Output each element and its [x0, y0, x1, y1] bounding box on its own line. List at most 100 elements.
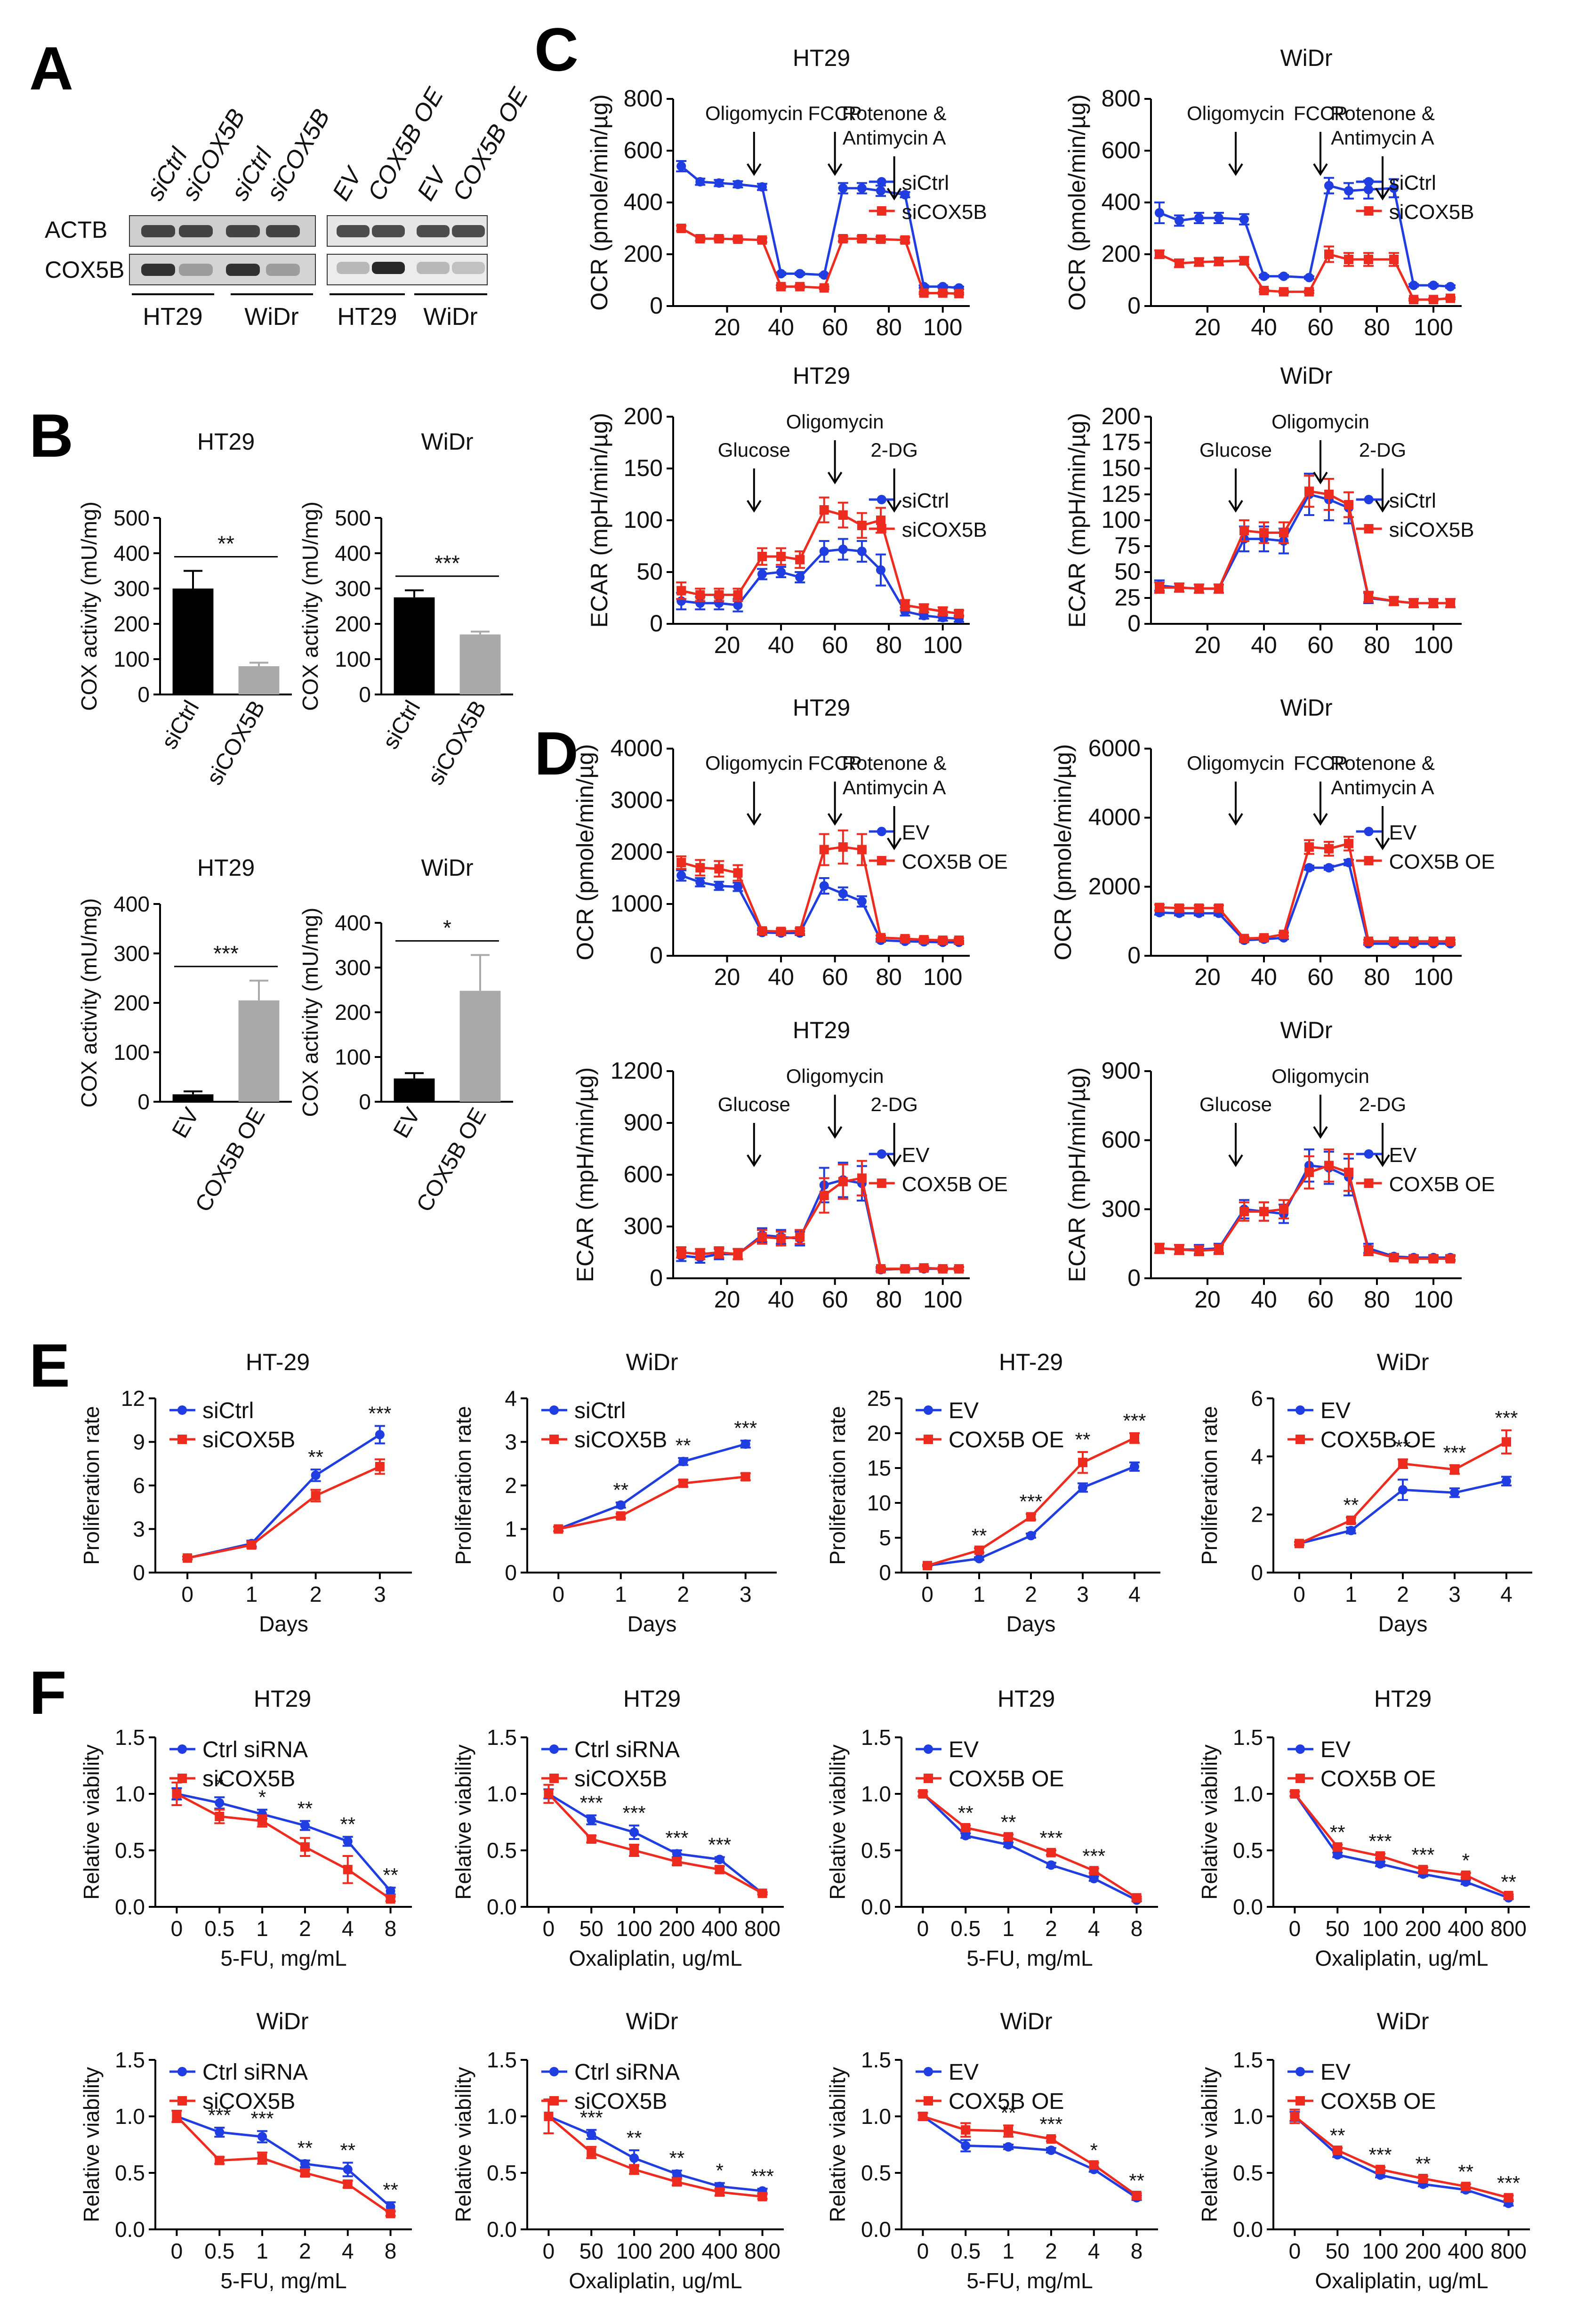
injection-label: Antimycin A	[1331, 776, 1434, 799]
data-point	[1239, 1207, 1249, 1217]
significance-mark: ***	[368, 1403, 391, 1425]
data-point	[678, 1457, 688, 1467]
blot-band	[452, 262, 485, 274]
chart-b3: HT29 0 100 200 300 400 COX activity (mU/mg) EVC…	[77, 855, 292, 1216]
data-point	[1409, 295, 1418, 305]
x-tick-label: 0	[171, 2239, 183, 2263]
x-tick-label: 20	[1194, 632, 1221, 658]
y-tick-label: 2	[1251, 1502, 1263, 1527]
y-axis-label: ECAR (mpH/min/µg)	[586, 413, 612, 628]
data-point	[1409, 1254, 1418, 1264]
x-tick-label: 80	[876, 632, 902, 658]
data-point	[740, 1472, 750, 1482]
y-tick-label: 400	[624, 189, 663, 215]
western-blot-panel: siCtrl siCOX5B siCtrl siCOX5B EV COX5B O…	[45, 83, 534, 331]
x-tick-label: 100	[1414, 314, 1453, 340]
data-point	[1155, 1243, 1164, 1253]
data-point	[776, 1234, 786, 1243]
data-point	[1130, 1462, 1139, 1472]
significance-mark: *	[443, 915, 451, 940]
y-axis-label: ECAR (mpH/min/µg)	[572, 1067, 598, 1283]
data-point	[757, 1888, 767, 1898]
legend-label: COX5B OE	[949, 1767, 1064, 1791]
data-point	[776, 927, 786, 936]
y-tick-label: 400	[113, 541, 150, 565]
data-point	[1398, 1485, 1408, 1495]
chart-c2: WiDr 0 200 400 600 800 OCR (pmole/min/µg) 20 40 6…	[1064, 45, 1474, 340]
data-point	[1279, 528, 1288, 538]
y-axis-label: Relative viability	[1197, 2067, 1222, 2222]
significance-mark: **	[613, 1479, 628, 1501]
significance-mark: ***	[623, 1802, 646, 1824]
data-point	[1194, 1246, 1204, 1256]
data-point	[1324, 1161, 1334, 1170]
data-point	[672, 2177, 682, 2187]
injection-label: Oligomycin	[705, 752, 803, 774]
data-point	[876, 186, 885, 196]
data-point	[1214, 257, 1223, 266]
y-tick-label: 400	[1102, 189, 1141, 215]
y-tick-label: 1200	[611, 1057, 663, 1084]
data-point	[1175, 583, 1184, 592]
legend-marker	[877, 1178, 886, 1188]
x-axis-label: Oxaliplatin, ug/mL	[569, 1946, 742, 1970]
chart-title: HT29	[623, 1686, 681, 1712]
data-point	[587, 1815, 596, 1825]
y-tick-label: 125	[1102, 481, 1141, 507]
x-tick-label: 2	[299, 1916, 311, 1941]
data-point	[1324, 863, 1334, 872]
x-tick-label: 4	[342, 2239, 354, 2263]
y-axis-label: COX activity (mU/mg)	[298, 908, 322, 1117]
data-point	[715, 1855, 724, 1864]
chart-title: WiDr	[1280, 694, 1332, 721]
x-tick-label: 50	[1326, 2239, 1350, 2263]
x-tick-label: EV	[168, 1104, 204, 1142]
y-tick-label: 50	[636, 558, 663, 585]
data-point	[1239, 214, 1249, 224]
data-point	[776, 552, 786, 561]
legend-label: siCOX5B	[574, 1428, 667, 1452]
y-tick-label: 25	[1114, 584, 1141, 611]
data-point	[714, 1248, 724, 1257]
data-point	[918, 1789, 928, 1799]
x-tick-label: 8	[385, 2239, 397, 2263]
series-line-sicox5b	[176, 2115, 392, 2215]
x-tick-label: 50	[579, 1916, 603, 1941]
significance-mark: *	[716, 2160, 724, 2182]
chart-f6: WiDr 0.0 0.5 1.0 1.5 Relative viability 0 50 100…	[451, 2008, 784, 2293]
series-line-sictrl	[558, 1443, 746, 1530]
data-point	[300, 2168, 310, 2178]
y-tick-label: 0.0	[1233, 2217, 1263, 2242]
x-tick-label: 80	[876, 964, 902, 990]
x-tick-label: 40	[1251, 1286, 1277, 1313]
x-tick-label: EV	[389, 1104, 426, 1142]
injection-arrowhead	[886, 500, 902, 513]
legend-label: siCOX5B	[574, 1767, 667, 1791]
data-point	[819, 270, 829, 280]
data-point	[1132, 1893, 1142, 1903]
y-tick-label: 3	[505, 1430, 517, 1454]
significance-mark: ***	[208, 2104, 231, 2126]
injection-label: Antimycin A	[1331, 127, 1434, 149]
data-point	[695, 863, 705, 872]
injection-arrowhead	[827, 471, 843, 484]
data-point	[172, 1789, 182, 1799]
legend-label: siCOX5B	[1389, 518, 1474, 541]
data-point	[1295, 1539, 1304, 1549]
data-point	[1450, 1488, 1459, 1498]
significance-mark: **	[298, 2137, 313, 2159]
x-tick-label: 400	[1448, 2239, 1484, 2263]
x-tick-label: 3	[1077, 1582, 1089, 1606]
legend-label: siCtrl	[1389, 171, 1436, 194]
x-axis-label: Oxaliplatin, ug/mL	[569, 2268, 742, 2293]
injection-label: Oligomycin	[705, 102, 803, 124]
data-point	[919, 1263, 929, 1273]
significance-mark: **	[627, 2127, 642, 2149]
y-tick-label: 1000	[611, 890, 663, 917]
x-tick-label: 60	[1307, 632, 1334, 658]
x-tick-label: 2	[677, 1582, 689, 1606]
injection-arrowhead	[886, 1154, 902, 1167]
blot-band	[266, 264, 300, 276]
data-point	[1239, 526, 1249, 535]
